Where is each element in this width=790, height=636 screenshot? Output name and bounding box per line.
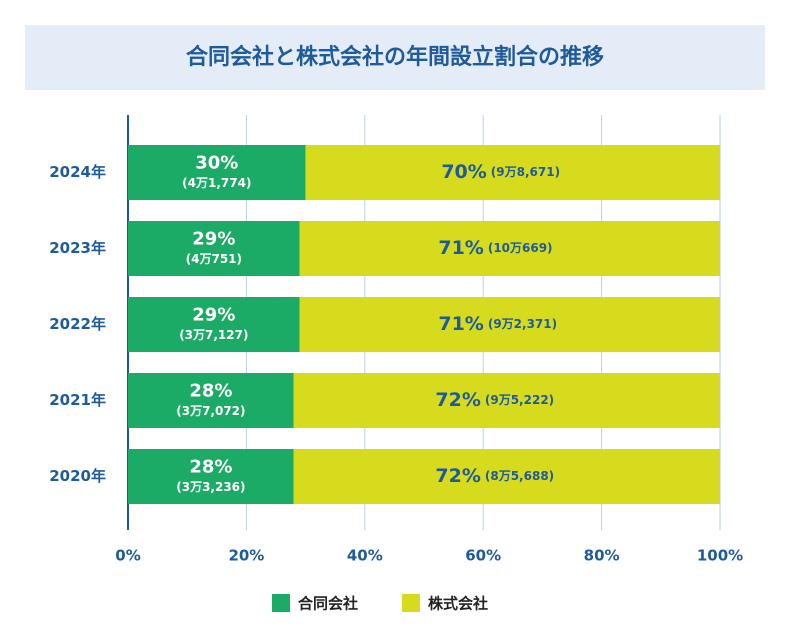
count-label: (3万7,072) xyxy=(176,404,245,418)
legend-label: 株式会社 xyxy=(428,595,488,613)
y-tick-label: 2024年 xyxy=(49,163,106,181)
bar-segment xyxy=(299,221,720,276)
bar-segment xyxy=(128,221,300,276)
value-label: 70% xyxy=(441,161,486,183)
count-label: (10万669) xyxy=(488,241,553,255)
y-tick-label: 2020年 xyxy=(49,467,106,485)
bar-segment xyxy=(128,373,294,428)
count-label: (3万3,236) xyxy=(176,480,245,494)
value-label: 28% xyxy=(189,457,232,478)
bar-segment xyxy=(128,145,306,200)
value-label: 29% xyxy=(192,229,235,250)
count-label: (4万1,774) xyxy=(182,176,251,190)
x-tick-label: 40% xyxy=(347,547,383,565)
y-tick-label: 2023年 xyxy=(49,239,106,257)
y-tick-label: 2022年 xyxy=(49,315,106,333)
bar-segment xyxy=(128,297,300,352)
value-label: 71% xyxy=(438,237,483,259)
value-label: 30% xyxy=(195,153,238,174)
x-tick-label: 80% xyxy=(584,547,620,565)
x-tick-label: 60% xyxy=(465,547,501,565)
count-label: (4万751) xyxy=(186,252,242,266)
bar-segment xyxy=(305,145,720,200)
value-label: 28% xyxy=(189,381,232,402)
title-banner xyxy=(25,25,765,90)
chart-title: 合同会社と株式会社の年間設立割合の推移 xyxy=(186,44,604,70)
legend-swatch xyxy=(272,594,290,612)
count-label: (9万5,222) xyxy=(485,393,554,407)
x-tick-label: 0% xyxy=(115,547,140,565)
value-label: 72% xyxy=(435,465,480,487)
count-label: (8万5,688) xyxy=(485,469,554,483)
value-label: 72% xyxy=(435,389,480,411)
bar-segment xyxy=(299,297,720,352)
legend-label: 合同会社 xyxy=(297,595,358,613)
count-label: (9万2,371) xyxy=(488,317,557,331)
bar-segment xyxy=(128,449,294,504)
value-label: 29% xyxy=(192,305,235,326)
bar-segment xyxy=(293,373,720,428)
count-label: (9万8,671) xyxy=(491,165,560,179)
x-tick-label: 100% xyxy=(697,547,743,565)
value-label: 71% xyxy=(438,313,483,335)
count-label: (3万7,127) xyxy=(179,328,248,342)
y-tick-label: 2021年 xyxy=(49,391,106,409)
x-tick-label: 20% xyxy=(228,547,264,565)
legend-swatch xyxy=(402,594,420,612)
bar-segment xyxy=(293,449,720,504)
